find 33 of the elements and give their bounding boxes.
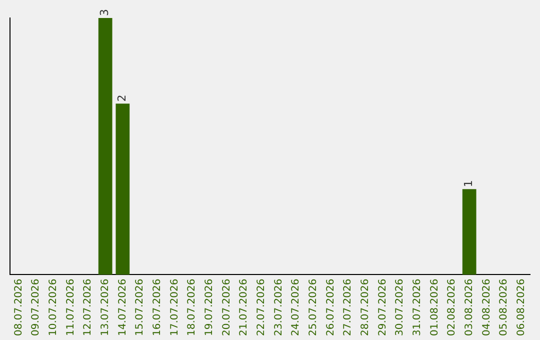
x-tick-label: 13.07.2026 (100, 278, 111, 336)
x-tick-label: 19.07.2026 (204, 278, 215, 336)
x-tick-label: 04.08.2026 (481, 278, 492, 336)
x-tick-label: 12.07.2026 (82, 278, 94, 336)
x-tick-label: 29.07.2026 (377, 278, 388, 336)
x-tick-label: 31.07.2026 (412, 278, 423, 336)
data-label: 2 (116, 94, 129, 102)
x-tick-label: 11.07.2026 (65, 278, 76, 336)
x-tick-label: 22.07.2026 (256, 278, 267, 336)
x-tick-label: 26.07.2026 (325, 278, 336, 336)
x-tick-label: 08.07.2026 (13, 278, 24, 336)
x-tick-label: 02.08.2026 (446, 278, 458, 336)
x-tick-label: 28.07.2026 (360, 278, 371, 336)
x-tick-label: 21.07.2026 (238, 278, 250, 336)
x-tick-label: 25.07.2026 (308, 278, 319, 336)
x-tick-label: 05.08.2026 (498, 278, 510, 336)
x-tick-label: 23.07.2026 (273, 278, 284, 336)
data-label: 1 (462, 180, 476, 188)
x-tick-label: 30.07.2026 (394, 278, 406, 336)
x-tick-label: 18.07.2026 (186, 278, 198, 336)
x-tick-label: 27.07.2026 (342, 278, 354, 336)
x-tick-label: 06.08.2026 (516, 278, 527, 336)
x-tick-label: 20.07.2026 (221, 278, 232, 336)
x-tick-label: 14.07.2026 (117, 278, 128, 336)
x-tick-label: 03.08.2026 (464, 278, 475, 336)
data-label: 3 (98, 9, 112, 16)
x-tick-label: 01.08.2026 (429, 278, 440, 336)
x-tick-label: 15.07.2026 (134, 278, 146, 336)
x-tick-label: 10.07.2026 (48, 278, 59, 336)
x-tick-label: 17.07.2026 (169, 278, 180, 336)
x-tick-label: 24.07.2026 (290, 278, 302, 336)
x-tick-label: 16.07.2026 (152, 278, 163, 336)
x-tick-label: 09.07.2026 (30, 278, 42, 336)
